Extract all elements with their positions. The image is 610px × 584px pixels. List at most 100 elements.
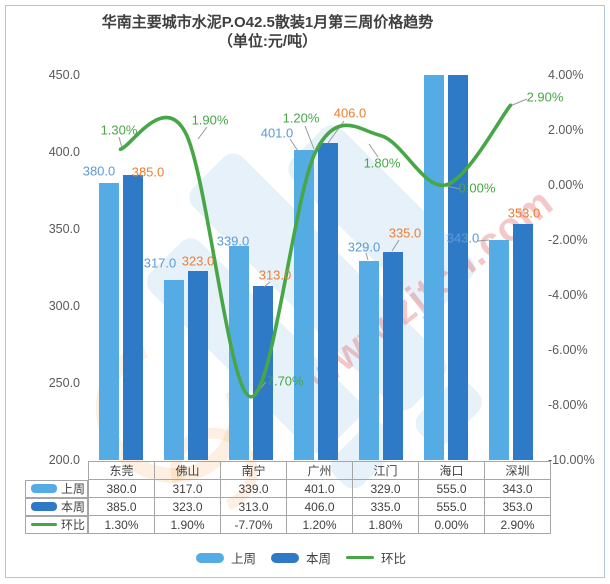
- label-leader-line: [197, 126, 208, 140]
- point-label-wow-haikou: 0.00%: [458, 180, 496, 196]
- table-cell-last-week-jiangmen: 329.0: [352, 479, 419, 498]
- table-cell-this-week-shenzhen: 353.0: [484, 497, 551, 516]
- left-axis-tick: 400.0: [48, 145, 80, 159]
- point-label-this-week-nanning: 313.0: [258, 267, 292, 283]
- bar-this-week-dongguan: [122, 175, 143, 460]
- bottom-legend-label-wow: 环比: [381, 552, 407, 566]
- point-label-wow-dongguan: 1.30%: [100, 122, 138, 138]
- table-cell-wow-nanning: -7.70%: [220, 515, 287, 534]
- chart-title-line2: （单位:元/吨）: [217, 33, 318, 50]
- table-legend-label: 上周: [61, 482, 86, 496]
- right-axis-tick: 0.00%: [548, 178, 584, 192]
- point-label-this-week-foshan: 323.0: [181, 253, 215, 269]
- data-table: 东莞 佛山 南宁 广州 江门 海口 深圳上周 380.0 317.0 339.0 401.0 329.…: [25, 461, 551, 534]
- point-label-this-week-shenzhen: 353.0: [507, 205, 541, 221]
- table-legend-wow: 环比: [25, 515, 88, 534]
- table-cell-last-week-guangzhou: 401.0: [286, 479, 353, 498]
- left-axis-tick: 350.0: [48, 222, 80, 236]
- table-legend-last-week: 上周: [25, 479, 88, 498]
- bottom-legend-label-last-week: 上周: [230, 552, 256, 566]
- point-label-last-week-shenzhen: 343.0: [446, 230, 480, 246]
- bar-last-week-haikou: [423, 75, 444, 460]
- table-cell-this-week-foshan: 323.0: [154, 497, 221, 516]
- label-leader-line: [327, 120, 345, 144]
- chart-title-line1: 华南主要城市水泥P.O42.5散装1月第三周价格趋势: [101, 14, 434, 31]
- label-leader-line: [118, 136, 123, 149]
- bar-this-week-shenzhen: [512, 224, 533, 460]
- right-axis-tick: -8.00%: [548, 398, 588, 412]
- left-axis-tick: 300.0: [48, 299, 80, 313]
- right-axis-tick: -2.00%: [548, 233, 588, 247]
- bottom-legend: 上周 本周 环比: [0, 548, 610, 567]
- table-header-row: 东莞 佛山 南宁 广州 江门 海口 深圳: [25, 461, 551, 480]
- bottom-legend-swatch-last-week: [195, 552, 224, 563]
- point-label-last-week-foshan: 317.0: [143, 255, 177, 271]
- table-cell-last-week-nanning: 339.0: [220, 479, 287, 498]
- point-label-wow-guangzhou: 1.20%: [282, 110, 320, 126]
- table-cell-wow-jiangmen: 1.80%: [352, 515, 419, 534]
- right-axis-tick: -6.00%: [548, 343, 588, 357]
- label-leader-line: [477, 239, 490, 242]
- label-leader-line: [391, 239, 400, 252]
- table-cell-wow-guangzhou: 1.20%: [286, 515, 353, 534]
- right-axis-tick: -4.00%: [548, 288, 588, 302]
- table-cell-this-week-jiangmen: 335.0: [352, 497, 419, 516]
- table-legend-label: 本周: [61, 500, 86, 514]
- table-cell-wow-shenzhen: 2.90%: [484, 515, 551, 534]
- bar-last-week-shenzhen: [488, 239, 509, 460]
- label-leader-line: [304, 125, 315, 150]
- table-cell-this-week-guangzhou: 406.0: [286, 497, 353, 516]
- point-label-wow-shenzhen: 2.90%: [526, 89, 564, 105]
- bar-last-week-dongguan: [98, 182, 119, 460]
- point-label-this-week-dongguan: 385.0: [131, 164, 165, 180]
- table-legend-label: 环比: [61, 518, 86, 532]
- point-label-this-week-jiangmen: 335.0: [388, 225, 422, 241]
- table-city-shenzhen: 深圳: [484, 461, 551, 480]
- point-label-wow-foshan: 1.90%: [191, 112, 229, 128]
- bottom-legend-swatch-this-week: [270, 552, 299, 563]
- left-axis-tick: 200.0: [48, 453, 80, 467]
- table-city-foshan: 佛山: [154, 461, 221, 480]
- left-axis-tick: 450.0: [48, 68, 80, 82]
- point-label-wow-nanning: -7.70%: [262, 373, 304, 389]
- point-label-last-week-dongguan: 380.0: [82, 163, 116, 179]
- bar-this-week-foshan: [187, 270, 208, 460]
- label-leader-line: [289, 138, 299, 152]
- bar-last-week-nanning: [228, 245, 249, 460]
- right-axis-tick: -10.00%: [548, 453, 595, 467]
- table-row-wow: 环比 1.30% 1.90% -7.70% 1.20% 1.80% 0.00% 2.90%: [25, 515, 551, 534]
- bar-this-week-jiangmen: [382, 252, 403, 460]
- table-cell-this-week-haikou: 555.0: [418, 497, 485, 516]
- bar-this-week-guangzhou: [317, 142, 338, 460]
- point-label-last-week-guangzhou: 401.0: [260, 125, 294, 141]
- left-axis-tick: 250.0: [48, 376, 80, 390]
- point-label-this-week-guangzhou: 406.0: [333, 105, 367, 121]
- table-cell-this-week-nanning: 313.0: [220, 497, 287, 516]
- table-cell-wow-foshan: 1.90%: [154, 515, 221, 534]
- point-label-wow-jiangmen: 1.80%: [363, 155, 401, 171]
- label-leader-line: [509, 98, 528, 107]
- legend-swatch-wow: [31, 523, 57, 526]
- table-cell-wow-dongguan: 1.30%: [88, 515, 155, 534]
- bar-last-week-jiangmen: [358, 261, 379, 460]
- chart-title: 华南主要城市水泥P.O42.5散装1月第三周价格趋势 （单位:元/吨）: [0, 13, 535, 51]
- table-city-dongguan: 东莞: [88, 461, 155, 480]
- point-label-last-week-nanning: 339.0: [216, 233, 250, 249]
- table-row-this-week: 本周 385.0 323.0 313.0 406.0 335.0 555.0 353.0: [25, 497, 551, 516]
- bar-this-week-haikou: [447, 75, 468, 460]
- right-axis-tick: 4.00%: [548, 68, 584, 82]
- table-cell-last-week-shenzhen: 343.0: [484, 479, 551, 498]
- table-cell-wow-haikou: 0.00%: [418, 515, 485, 534]
- bottom-legend-swatch-wow: [346, 555, 374, 560]
- table-corner-cell: [25, 462, 89, 480]
- table-cell-last-week-foshan: 317.0: [154, 479, 221, 498]
- bottom-legend-label-this-week: 本周: [305, 552, 331, 566]
- table-cell-this-week-dongguan: 385.0: [88, 497, 155, 516]
- table-legend-this-week: 本周: [25, 497, 88, 516]
- right-axis-tick: 2.00%: [548, 123, 584, 137]
- point-label-last-week-jiangmen: 329.0: [347, 239, 381, 255]
- table-city-guangzhou: 广州: [286, 461, 353, 480]
- table-cell-last-week-dongguan: 380.0: [88, 479, 155, 498]
- legend-swatch-this-week: [31, 502, 57, 511]
